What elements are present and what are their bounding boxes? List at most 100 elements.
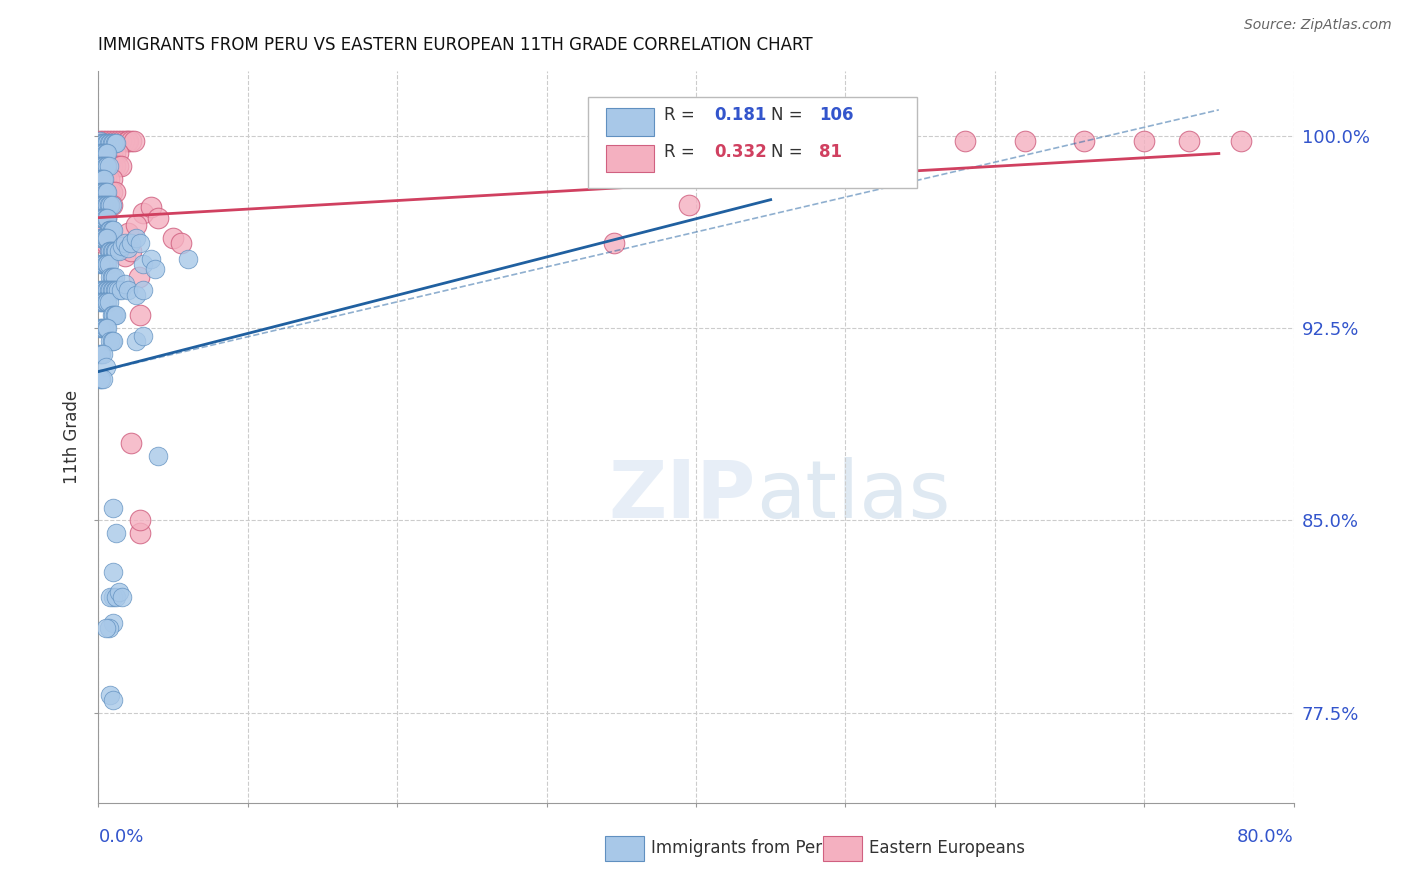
Point (100, 591, 122, 605)
Point (93, 283, 115, 297)
Point (103, 136, 125, 151)
Text: R =: R = (664, 143, 700, 161)
Point (90, 295, 112, 310)
Point (91, 231, 114, 245)
Point (101, 244, 124, 258)
Point (97, 621, 120, 635)
Point (114, 277, 136, 292)
Point (96, 159, 118, 173)
Point (104, 134, 127, 148)
Point (114, 249, 136, 263)
Point (103, 244, 125, 258)
Point (797, 141, 820, 155)
Point (89, 231, 111, 245)
Text: Immigrants from Peru: Immigrants from Peru (651, 839, 832, 857)
Point (107, 236, 129, 251)
Point (103, 334, 125, 348)
Point (97, 185, 120, 199)
Point (89, 159, 111, 173)
Point (91, 211, 114, 225)
Text: Eastern Europeans: Eastern Europeans (869, 839, 1025, 857)
Point (96, 283, 118, 297)
Point (117, 242, 139, 256)
Point (89, 185, 111, 199)
Point (103, 565, 125, 579)
Point (91, 136, 114, 151)
Point (97, 146, 120, 161)
Point (101, 159, 124, 173)
Point (90, 346, 112, 360)
Point (100, 334, 122, 348)
Point (97, 198, 120, 212)
Point (1133, 134, 1156, 148)
Text: R =: R = (664, 106, 700, 124)
Point (89, 185, 111, 199)
Point (96, 146, 118, 161)
Point (103, 308, 125, 322)
Point (97, 236, 120, 251)
Point (603, 236, 626, 251)
Point (93, 198, 115, 212)
Point (101, 223, 124, 237)
Point (100, 688, 122, 702)
Point (129, 526, 152, 541)
Point (89, 283, 111, 297)
Point (94, 136, 117, 151)
Point (111, 591, 134, 605)
Text: N =: N = (772, 106, 808, 124)
Point (1014, 134, 1036, 148)
Point (90, 372, 112, 386)
Point (97, 244, 120, 258)
Point (91, 295, 114, 310)
Point (103, 269, 125, 284)
Point (89, 211, 111, 225)
Point (129, 514, 152, 528)
Point (97, 198, 120, 212)
Text: 0.0%: 0.0% (98, 828, 143, 846)
Point (94, 257, 117, 271)
Point (90, 321, 112, 335)
Point (91, 283, 114, 297)
Point (148, 450, 170, 464)
Point (90, 211, 112, 225)
Text: 0.332: 0.332 (714, 143, 766, 161)
Point (91, 159, 114, 173)
Point (100, 269, 122, 284)
Point (100, 198, 122, 212)
Text: Source: ZipAtlas.com: Source: ZipAtlas.com (1244, 18, 1392, 32)
Point (89, 172, 111, 186)
Point (132, 283, 155, 297)
Point (104, 283, 127, 297)
Point (94, 159, 117, 173)
Point (89, 257, 111, 271)
Point (107, 146, 129, 161)
FancyBboxPatch shape (588, 97, 917, 188)
Point (91, 146, 114, 161)
Point (94, 211, 117, 225)
Point (169, 236, 191, 251)
Point (834, 134, 856, 148)
Point (110, 159, 132, 173)
Point (105, 283, 128, 297)
Point (132, 205, 155, 219)
Point (91, 198, 114, 212)
Point (125, 231, 148, 245)
Point (1178, 134, 1201, 148)
Point (97, 223, 120, 237)
Point (89, 223, 111, 237)
Point (89, 172, 111, 186)
Point (114, 236, 136, 251)
Point (90, 159, 112, 173)
Point (120, 134, 142, 148)
Point (94, 223, 117, 237)
Point (93, 185, 115, 199)
Point (91, 321, 114, 335)
Point (105, 591, 128, 605)
Point (89, 146, 111, 161)
Point (120, 244, 142, 258)
Point (117, 134, 139, 148)
Point (104, 159, 127, 173)
Point (108, 244, 131, 258)
Point (96, 295, 118, 310)
Point (1230, 134, 1253, 148)
